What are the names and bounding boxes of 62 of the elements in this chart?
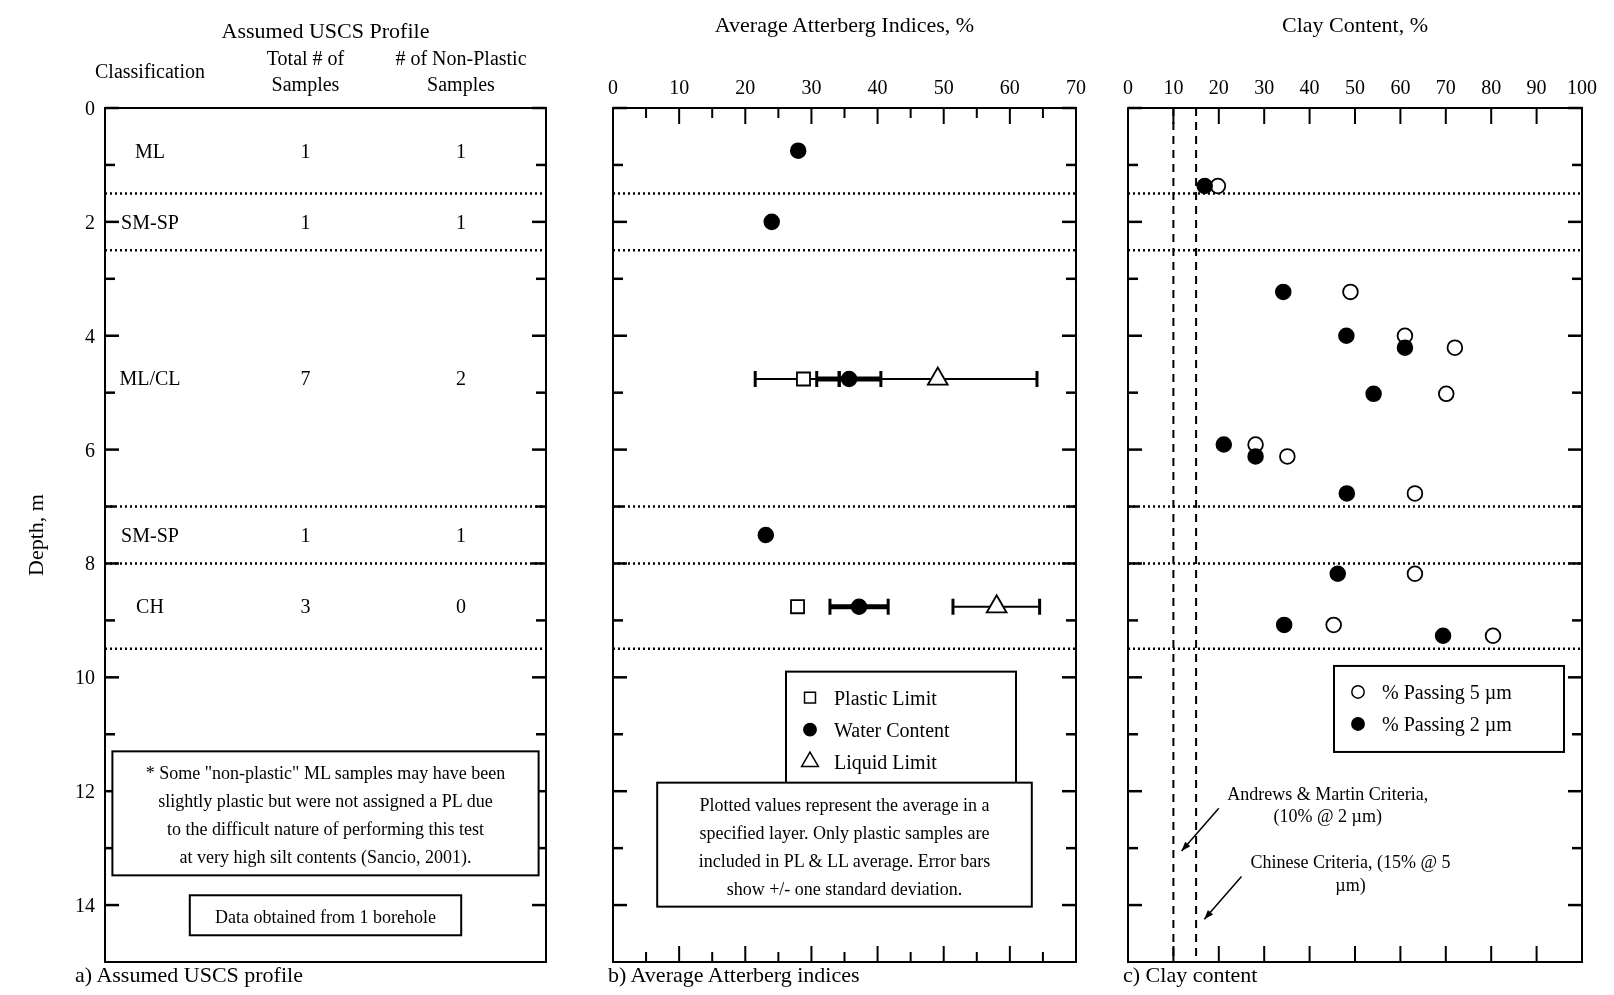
ref-line-label: Chinese Criteria, (15% @ 5 µm) [1250,852,1451,896]
annotation: 1 [300,210,311,233]
x-tick-label: 70 [1435,76,1456,98]
annotation: SM-SP [121,524,179,546]
annotation: ML/CL [119,367,181,390]
y-tick-label: 12 [75,780,95,803]
x-tick-label: 90 [1526,76,1547,98]
x-tick-label: 100 [1567,76,1597,98]
legend-label: Water Content [834,718,951,741]
y-tick-label: 4 [85,324,95,347]
x-tick-label: 20 [1208,76,1229,98]
annotation: c) Clay content [1123,962,1258,987]
x-tick-label: 60 [1390,76,1411,98]
annotation: ML [135,139,165,162]
annotation: 1 [300,139,311,162]
y-tick-label: 8 [85,552,95,575]
x-tick-label: 10 [669,76,690,98]
y-tick-label: 6 [85,438,95,461]
annotation: 1 [456,524,466,546]
annotation: 7 [300,367,311,390]
legend-label: % Passing 2 µm [1382,712,1513,736]
annotation: 0 [456,595,466,618]
x-tick-label: Classification [95,60,205,82]
legend-label: Liquid Limit [834,750,938,774]
x-tick-label: 50 [933,76,954,98]
y-axis-title: Depth, m [23,494,48,576]
x-tick-label: 40 [1299,76,1320,98]
x-tick-label: # of Non-Plastic Samples [395,47,527,96]
ref-line-label: Andrews & Martin Criteria, (10% @ 2 µm) [1227,783,1429,828]
annotation: Data obtained from 1 borehole [215,907,436,928]
y-tick-label: 0 [85,97,95,119]
annotation: 1 [456,210,466,233]
x-tick-label: 20 [735,76,756,98]
annotation: SM-SP [121,210,179,233]
y-tick-label: 2 [85,210,95,233]
x-tick-label: Total # of Samples [266,47,345,96]
annotation: * Some "non-plastic" ML samples may have been slightly plastic but were not assigned a PL due to the difficult nature of performing this test at very high silt contents (Sancio, 2001). [145,763,506,869]
legend-label: Plastic Limit [834,686,938,709]
x-tick-label: 70 [1066,76,1086,98]
annotation: 2 [456,367,466,390]
annotation: a) Assumed USCS profile [75,962,303,987]
x-tick-label: 40 [867,76,888,98]
chart-title: Assumed USCS Profile [221,18,430,43]
chart-title: Clay Content, % [1281,12,1429,37]
legend-label: % Passing 5 µm [1382,680,1513,704]
x-tick-label: 30 [801,76,822,98]
x-tick-label: 60 [999,76,1020,98]
y-tick-label: 10 [75,666,95,689]
y-tick-label: 14 [75,894,95,917]
x-tick-label: 50 [1345,76,1365,98]
x-tick-label: 0 [608,76,618,98]
x-tick-label: 30 [1254,76,1275,98]
annotation: 1 [300,524,311,546]
annotation: b) Average Atterberg indices [608,962,860,987]
annotation: 3 [300,595,311,618]
annotation: 1 [456,139,466,162]
annotation: Plotted values represent the average in a specified layer. Only plastic samples are included in PL & LL average. Error bars show +/- one standard deviation. [698,794,991,899]
x-tick-label: 0 [1123,76,1133,98]
annotation: CH [136,595,164,618]
x-tick-label: 80 [1481,76,1502,98]
chart-title: Average Atterberg Indices, % [714,12,975,37]
x-tick-label: 10 [1163,76,1184,98]
